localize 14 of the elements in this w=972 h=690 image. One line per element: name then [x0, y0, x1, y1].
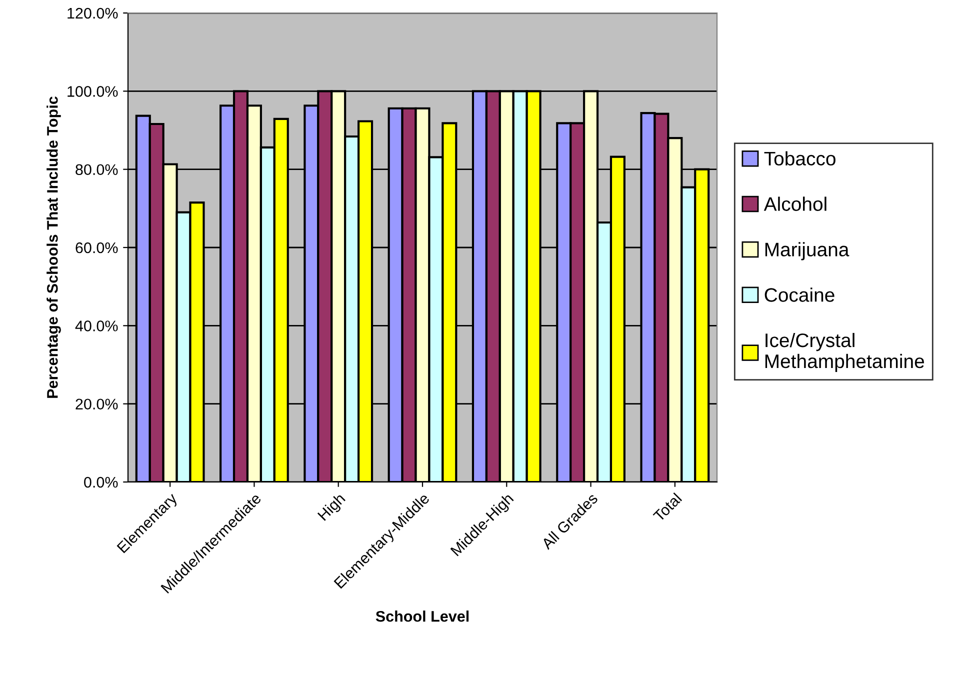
y-tick-label: 20.0%	[76, 398, 118, 410]
x-axis-title: School Level	[376, 610, 469, 622]
legend-label: Cocaine	[764, 288, 834, 302]
y-tick-label: 40.0%	[75, 320, 118, 332]
y-tick-label: 80.0%	[76, 164, 118, 176]
legend-label: Tobacco	[764, 151, 836, 166]
y-tick-label: 100.0%	[68, 86, 118, 97]
legend-label: Alcohol	[764, 196, 826, 211]
y-tick-label: 0.0%	[84, 476, 118, 488]
y-tick-label: 120.0%	[68, 8, 118, 19]
y-axis-title: Percentage of Schools That Include Topic	[46, 96, 61, 398]
y-tick-label: 60.0%	[76, 242, 118, 254]
legend-label: Ice/Crystal Methamphetamine	[765, 332, 924, 372]
legend-label: Marijuana	[765, 242, 850, 260]
